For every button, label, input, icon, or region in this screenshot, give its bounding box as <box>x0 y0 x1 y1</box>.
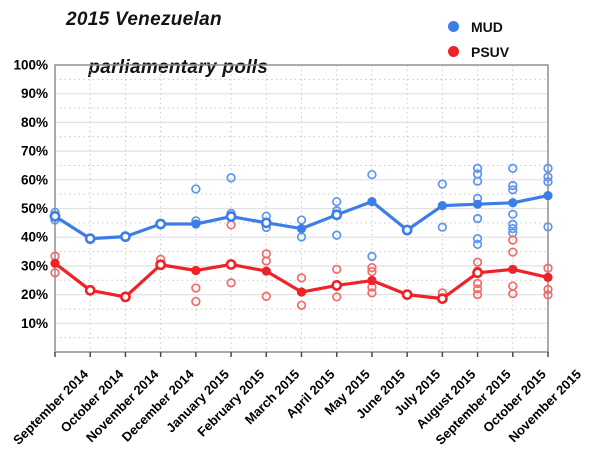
poll-point <box>543 172 553 182</box>
trend-point-filled <box>367 197 377 207</box>
poll-point <box>296 273 307 283</box>
trend-point-open <box>84 233 96 245</box>
poll-point <box>332 196 342 207</box>
poll-point <box>191 283 201 293</box>
poll-point <box>332 264 342 274</box>
trend-point-open <box>120 291 131 303</box>
poll-point <box>261 256 271 266</box>
poll-point <box>296 215 307 225</box>
poll-point <box>472 176 483 186</box>
poll-point <box>472 289 483 300</box>
trend-point-open <box>260 217 272 229</box>
poll-point <box>472 213 483 224</box>
poll-point <box>261 291 271 301</box>
trend-point-filled <box>543 190 553 201</box>
poll-point <box>543 177 553 187</box>
poll-point <box>508 185 518 195</box>
chart-title: 2015 Venezuelan parliamentary polls <box>66 8 268 80</box>
trend-point-filled <box>508 264 518 274</box>
legend-item-mud: MUD <box>448 14 509 39</box>
psuv-legend-label: PSUV <box>471 43 510 60</box>
trend-point-open <box>225 259 237 270</box>
y-axis-label: 40% <box>21 230 48 245</box>
y-axis-label: 30% <box>21 258 48 273</box>
y-axis-label: 70% <box>21 144 48 159</box>
trend-point-open <box>331 209 343 221</box>
trend-point-filled <box>296 287 307 297</box>
poll-point <box>543 222 553 232</box>
poll-point <box>543 163 553 173</box>
trend-point-filled <box>508 198 518 208</box>
poll-point <box>191 184 201 194</box>
poll-point <box>472 284 483 294</box>
poll-point <box>367 169 377 180</box>
trend-point-open <box>49 210 61 222</box>
poll-point <box>508 235 518 245</box>
trend-point-filled <box>191 265 201 276</box>
mud-legend-dot-icon <box>448 21 459 32</box>
trend-point-open <box>436 293 448 305</box>
trend-point-filled <box>191 219 201 229</box>
poll-point <box>472 278 483 289</box>
poll-point <box>508 180 518 191</box>
trend-point-filled <box>437 201 447 211</box>
legend-item-psuv: PSUV <box>448 39 509 64</box>
poll-point <box>367 266 377 277</box>
poll-point <box>472 239 483 250</box>
chart-legend: MUD PSUV <box>448 14 509 64</box>
poll-point <box>191 296 201 307</box>
y-axis-label: 90% <box>21 86 48 101</box>
poll-point <box>508 163 518 173</box>
y-axis-label: 20% <box>21 287 48 302</box>
poll-point <box>508 223 518 234</box>
trend-point-open <box>155 218 167 230</box>
trend-point-open <box>225 211 237 222</box>
trend-point-open <box>401 224 413 236</box>
y-axis-label: 50% <box>21 201 48 216</box>
poll-point <box>226 173 236 183</box>
poll-point <box>332 230 342 240</box>
trend-point-open <box>331 280 343 291</box>
poll-point <box>367 251 377 262</box>
y-axis-label: 60% <box>21 172 48 187</box>
trend-point-open <box>120 231 131 243</box>
trend-point-filled <box>50 258 60 268</box>
y-axis-label: 100% <box>13 58 48 73</box>
trend-point-filled <box>367 275 377 286</box>
trend-point-filled <box>296 223 307 234</box>
trend-point-filled <box>261 266 271 276</box>
poll-point <box>367 262 377 273</box>
poll-point <box>472 233 483 244</box>
poll-point <box>543 284 553 295</box>
poll-point <box>508 247 518 257</box>
poll-point <box>472 257 483 267</box>
trend-point-filled <box>472 199 483 209</box>
trend-point-open <box>155 259 167 271</box>
y-axis-label: 10% <box>21 316 48 331</box>
poll-point <box>437 222 448 232</box>
poll-point <box>508 209 518 219</box>
chart-title-line2: parliamentary polls <box>88 57 269 78</box>
poll-point <box>437 179 448 189</box>
poll-point <box>508 219 518 229</box>
chart-title-line1: 2015 Venezuelan <box>66 9 222 30</box>
mud-legend-label: MUD <box>471 18 503 35</box>
poll-point <box>226 278 236 288</box>
poll-point <box>472 163 483 173</box>
trend-point-open <box>472 267 483 279</box>
trend-point-open <box>84 284 96 296</box>
poll-point <box>296 300 307 310</box>
y-axis-label: 80% <box>21 115 48 130</box>
poll-point <box>367 288 377 298</box>
poll-point <box>508 289 518 299</box>
poll-point <box>543 263 553 273</box>
poll-point <box>543 290 553 300</box>
trend-point-open <box>401 289 413 300</box>
trend-point-filled <box>543 272 553 282</box>
psuv-legend-dot-icon <box>448 46 459 57</box>
poll-point <box>332 292 342 302</box>
poll-point <box>50 268 60 278</box>
